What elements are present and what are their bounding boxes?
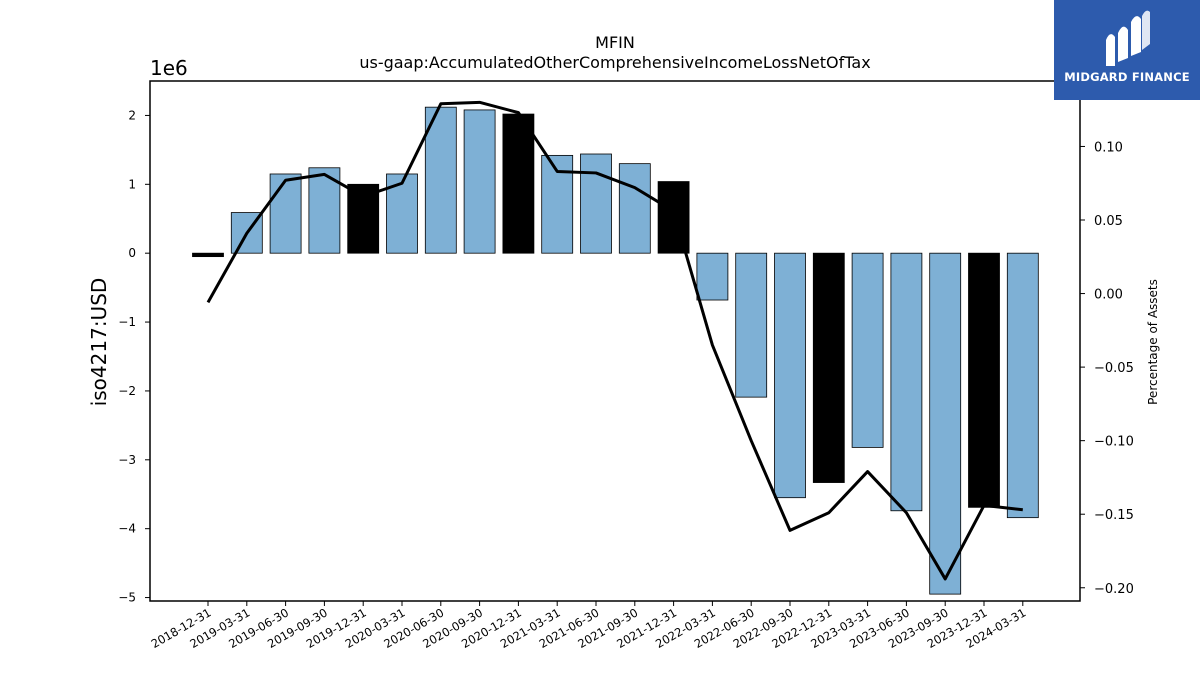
bar [1006, 252, 1039, 519]
y-offset-label: 1e6 [150, 56, 188, 80]
bar [580, 153, 612, 254]
chart-subtitle: us-gaap:AccumulatedOtherComprehensiveInc… [359, 53, 870, 72]
series-line [206, 100, 1023, 581]
y-tick-label: −2 [118, 384, 136, 398]
bar [812, 252, 845, 483]
y2-tick-label: −0.05 [1094, 361, 1134, 376]
y-tick-label: 1 [128, 177, 136, 191]
bars [192, 106, 1039, 595]
midgard-m-logo-icon [1106, 10, 1150, 66]
bar [192, 252, 224, 258]
y2-axis-label: Percentage of Assets [1146, 279, 1160, 405]
bar [774, 252, 806, 499]
chart-title: MFIN [595, 33, 635, 52]
logo-text: MIDGARD FINANCE [1064, 70, 1190, 84]
bar [269, 173, 302, 254]
bar [696, 252, 729, 301]
bar [657, 181, 690, 254]
bar [890, 252, 923, 512]
bar [929, 252, 962, 595]
y2-tick-label: −0.15 [1094, 508, 1134, 523]
y2-tick-label: 0.05 [1094, 214, 1123, 229]
bar [308, 167, 341, 254]
y2-tick-label: 0.00 [1094, 288, 1123, 303]
bar [424, 106, 457, 254]
plot-frame [149, 80, 1081, 602]
y-tick-label: 0 [128, 246, 136, 260]
y-tick-label: −5 [118, 591, 136, 605]
bar [851, 252, 884, 448]
bar [968, 252, 1000, 508]
y2-tick-label: −0.20 [1094, 582, 1134, 597]
assets-line [206, 100, 1023, 581]
midgard-finance-logo: MIDGARD FINANCE [1054, 0, 1200, 100]
bar [618, 163, 651, 254]
y-tick-label: −4 [118, 522, 136, 536]
y2-tick-label: 0.10 [1094, 140, 1123, 155]
bar [735, 252, 768, 398]
bar [347, 183, 380, 254]
bar [386, 173, 418, 254]
y-tick-label: 2 [128, 108, 136, 122]
bar [463, 109, 496, 254]
y2-tick-label: −0.10 [1094, 435, 1134, 450]
y-axis-label: iso4217:USD [87, 278, 111, 407]
y-tick-label: −3 [118, 453, 136, 467]
y-tick-label: −1 [118, 315, 136, 329]
bar [502, 113, 535, 254]
